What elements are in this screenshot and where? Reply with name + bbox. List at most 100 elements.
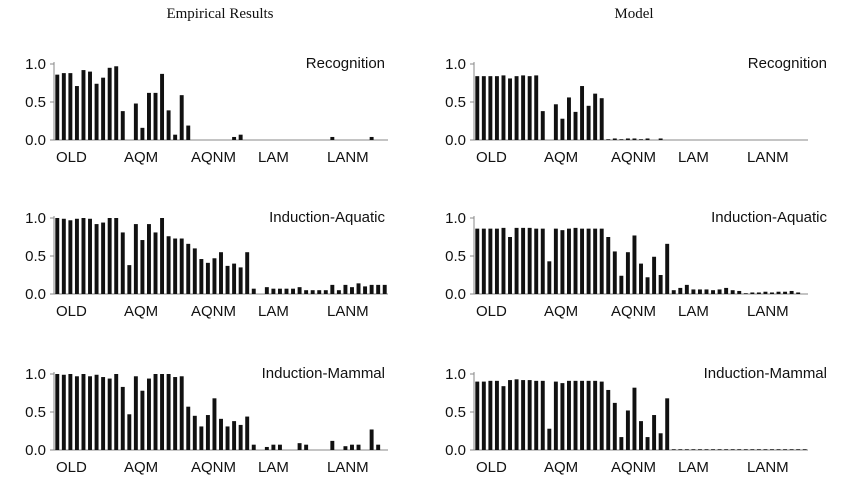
- y-tick-label: 0.0: [445, 286, 466, 303]
- bar: [711, 449, 715, 450]
- bar: [737, 290, 742, 294]
- bar: [74, 218, 79, 294]
- bar: [625, 410, 630, 450]
- category-label-lanm: LANM: [747, 303, 789, 320]
- bar: [173, 377, 178, 450]
- bar: [179, 238, 184, 294]
- bar: [580, 86, 585, 140]
- bar: [475, 228, 480, 294]
- bar: [94, 374, 99, 450]
- bar: [717, 289, 722, 294]
- y-tick-label: 1.0: [445, 56, 466, 73]
- bar: [488, 76, 493, 140]
- bar: [743, 449, 748, 450]
- bar: [534, 380, 539, 450]
- bar: [205, 262, 210, 294]
- bar: [369, 136, 374, 140]
- category-label-old: OLD: [476, 149, 507, 166]
- bar: [711, 290, 715, 294]
- bar: [356, 283, 361, 294]
- bar: [560, 230, 565, 294]
- bar: [580, 380, 585, 450]
- bar: [166, 110, 171, 140]
- bar: [107, 67, 112, 140]
- bar: [271, 288, 276, 294]
- bar: [743, 293, 748, 294]
- bar: [770, 292, 774, 294]
- bar: [750, 292, 755, 294]
- bar: [245, 416, 250, 450]
- bar: [645, 277, 650, 294]
- bar: [363, 286, 368, 294]
- bar: [756, 292, 761, 294]
- bar: [606, 139, 611, 140]
- bar: [179, 95, 184, 140]
- y-tick-label: 1.0: [25, 210, 46, 227]
- bar: [658, 433, 663, 450]
- bar: [376, 444, 381, 450]
- bar: [730, 290, 735, 294]
- bar: [304, 444, 309, 450]
- bar: [173, 134, 178, 140]
- bar: [488, 380, 493, 450]
- bar: [245, 252, 250, 294]
- bar: [501, 386, 506, 450]
- bar: [475, 381, 480, 450]
- bar: [481, 228, 486, 294]
- bar: [567, 97, 571, 140]
- bar: [776, 291, 781, 294]
- bar: [665, 243, 670, 294]
- bar: [567, 380, 571, 450]
- bar: [783, 449, 788, 450]
- bar: [343, 284, 348, 294]
- bar: [763, 291, 768, 294]
- bar: [55, 218, 60, 294]
- bar: [369, 429, 374, 450]
- bar: [68, 220, 73, 294]
- panel-title: Induction-Aquatic: [269, 209, 385, 226]
- panel-title: Induction-Mammal: [262, 365, 385, 382]
- bar: [645, 138, 650, 140]
- bar: [336, 290, 341, 294]
- bar: [697, 289, 702, 294]
- bar: [547, 428, 552, 450]
- bar: [114, 218, 119, 294]
- bar: [186, 243, 191, 294]
- bar: [160, 374, 165, 450]
- bar: [271, 444, 276, 450]
- category-label-aqnm: AQNM: [611, 303, 656, 320]
- bar: [567, 228, 571, 294]
- y-tick-label: 0.0: [25, 132, 46, 149]
- bar: [238, 424, 243, 450]
- bar: [639, 421, 643, 450]
- bar: [127, 265, 132, 294]
- category-label-lam: LAM: [258, 303, 289, 320]
- category-label-lanm: LANM: [747, 149, 789, 166]
- category-label-lam: LAM: [258, 459, 289, 476]
- bar: [88, 376, 92, 450]
- bar: [205, 415, 210, 450]
- bar: [55, 374, 60, 450]
- bar: [232, 263, 237, 294]
- bar: [199, 426, 204, 450]
- bar: [264, 446, 269, 450]
- category-label-lanm: LANM: [327, 459, 369, 476]
- bar: [101, 77, 106, 140]
- bar: [179, 376, 184, 450]
- category-label-lam: LAM: [678, 303, 709, 320]
- bar: [639, 263, 643, 294]
- bar: [756, 449, 761, 450]
- bar: [297, 287, 302, 294]
- bar: [133, 376, 138, 450]
- bar: [94, 83, 99, 140]
- bar: [140, 127, 145, 140]
- bar: [264, 287, 269, 294]
- column-title-empirical: Empirical Results: [166, 6, 274, 22]
- bar: [684, 284, 689, 294]
- bar: [350, 287, 354, 294]
- bar: [796, 292, 801, 294]
- bar: [593, 380, 598, 450]
- bar: [671, 449, 676, 450]
- bar: [514, 227, 519, 294]
- bar: [586, 228, 591, 294]
